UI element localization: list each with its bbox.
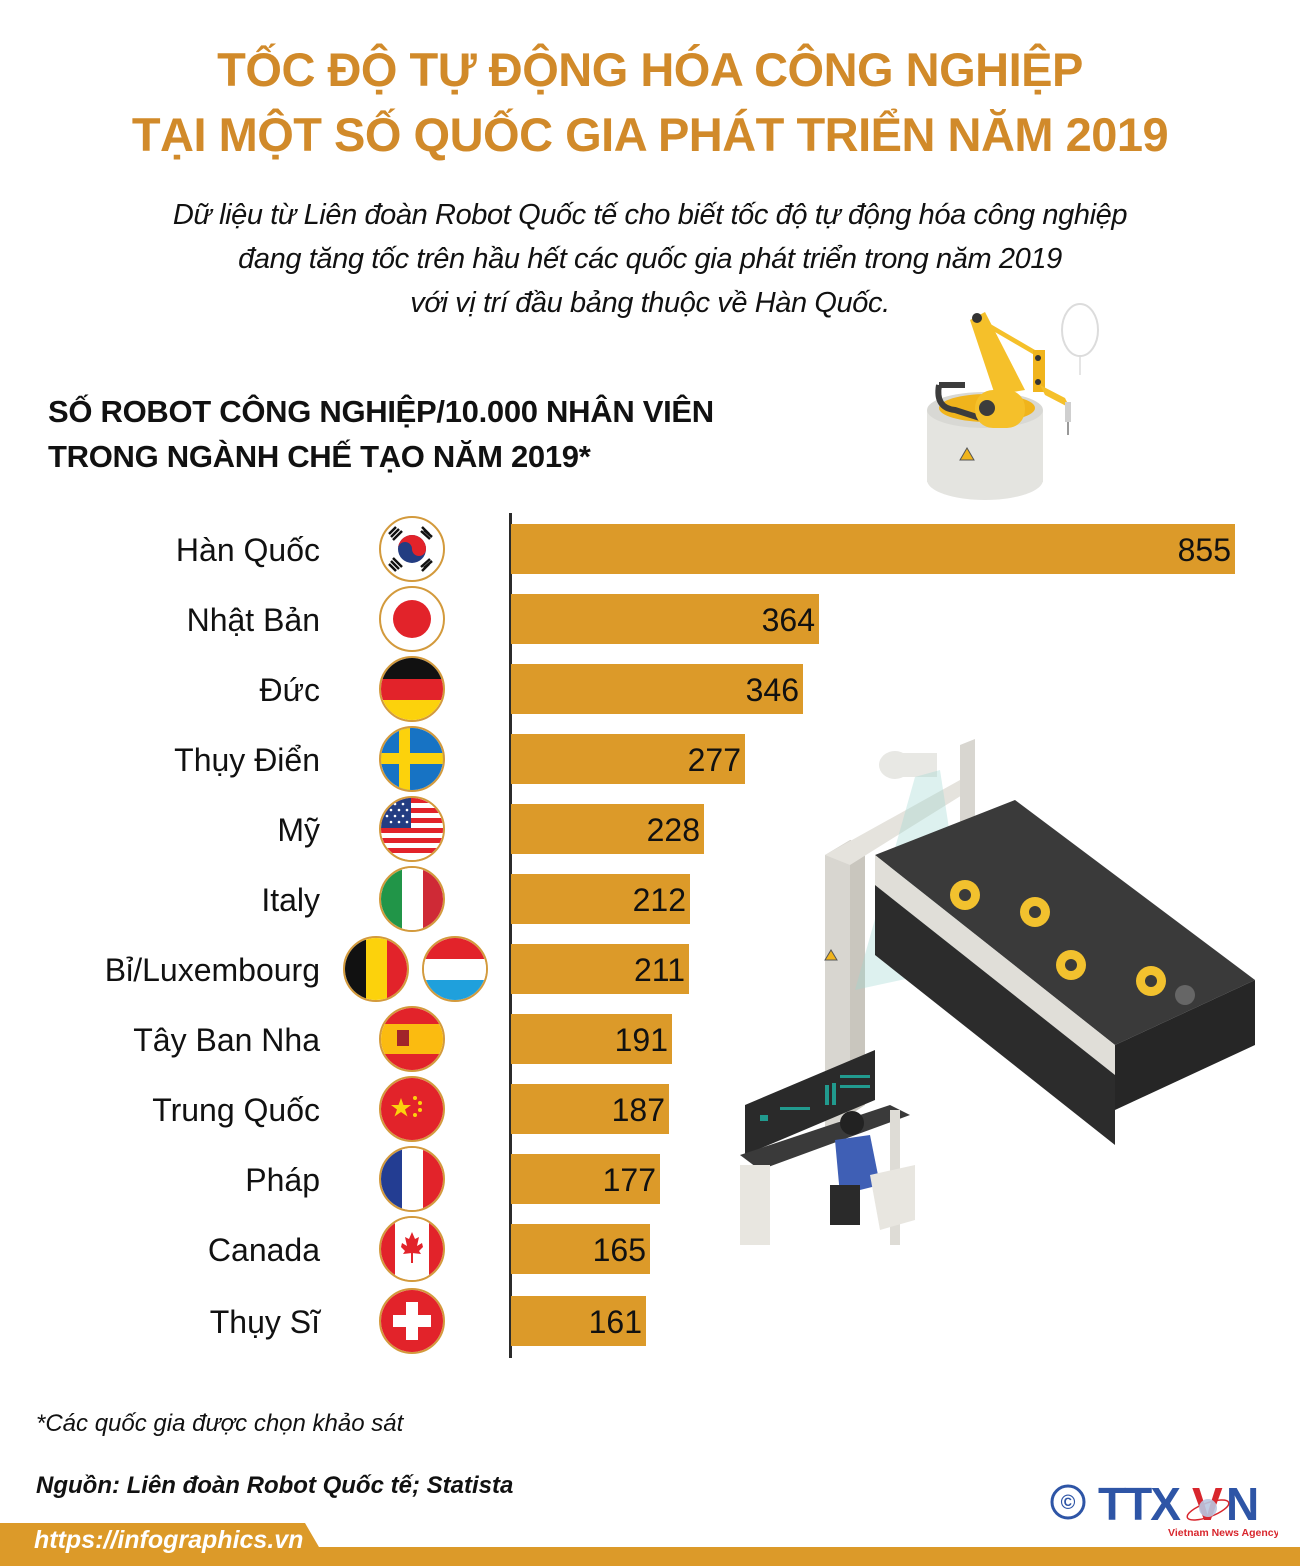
svg-text:N: N	[1226, 1480, 1259, 1530]
country-label: Nhật Bản	[186, 602, 320, 638]
bar-value: 161	[588, 1304, 642, 1340]
bar: 161	[511, 1296, 646, 1346]
chart-row-france: Pháp 177	[0, 1146, 1300, 1212]
operator-console-illustration	[740, 1050, 915, 1245]
subtitle-line-1: Dữ liệu từ Liên đoàn Robot Quốc tế cho b…	[172, 199, 1128, 231]
chart-row-japan: Nhật Bản 364	[0, 586, 1300, 652]
germany-flag-icon	[379, 656, 445, 722]
bar-value: 211	[633, 952, 685, 988]
chart-row-switzerland: Thụy Sĩ 161	[0, 1288, 1300, 1354]
country-label: Pháp	[245, 1162, 320, 1198]
country-label: Thụy Điển	[174, 742, 320, 778]
country-label: Italy	[261, 882, 320, 918]
chart-title-line-2: TRONG NGÀNH CHẾ TẠO NĂM 2019*	[48, 439, 591, 474]
usa-flag-icon	[379, 796, 445, 862]
bar: 211	[511, 944, 689, 994]
bar-value: 228	[646, 812, 700, 848]
subtitle-line-3: với vị trí đầu bảng thuộc về Hàn Quốc.	[410, 287, 890, 319]
bar-value: 177	[602, 1162, 656, 1198]
bar-value: 346	[745, 672, 799, 708]
country-label: Hàn Quốc	[175, 532, 320, 568]
bar-value: 277	[687, 742, 741, 778]
switzerland-flag-icon	[379, 1288, 445, 1354]
country-label: Mỹ	[277, 812, 320, 848]
bar: 364	[511, 594, 819, 644]
country-label: Tây Ban Nha	[133, 1022, 320, 1058]
bar: 191	[511, 1014, 672, 1064]
url-tab	[0, 1523, 330, 1566]
sweden-flag-icon	[379, 726, 445, 792]
country-label: Đức	[259, 672, 320, 708]
chart-row-italy: Italy 212	[0, 866, 1300, 932]
bar: 346	[511, 664, 803, 714]
chart-axis-line	[509, 513, 512, 1358]
japan-flag-icon	[379, 586, 445, 652]
canada-flag-icon	[379, 1216, 445, 1282]
country-label: Canada	[207, 1232, 320, 1268]
chart-row-spain: Tây Ban Nha 191	[0, 1006, 1300, 1072]
svg-text:Vietnam News Agency: Vietnam News Agency	[1168, 1527, 1278, 1539]
bar: 177	[511, 1154, 660, 1204]
website-link[interactable]: https://infographics.vn	[34, 1526, 304, 1554]
copyright-icon: ©	[1061, 1492, 1076, 1514]
conveyor-belt-illustration	[824, 739, 1255, 1145]
bar: 212	[511, 874, 690, 924]
france-flag-icon	[379, 1146, 445, 1212]
footnote: *Các quốc gia được chọn khảo sát	[36, 1410, 404, 1437]
bar: 187	[511, 1084, 669, 1134]
chart-row-korea: Hàn Quốc 855	[0, 516, 1300, 582]
italy-flag-icon	[379, 866, 445, 932]
south-korea-flag-icon	[379, 516, 445, 582]
chart-row-germany: Đức 346	[0, 656, 1300, 722]
chart-row-belgium-luxembourg: Bỉ/Luxembourg 211	[0, 936, 1300, 1002]
country-label: Bỉ/Luxembourg	[104, 952, 320, 988]
bar-value: 212	[632, 882, 686, 918]
china-flag-icon	[379, 1076, 445, 1142]
country-label: Thụy Sĩ	[209, 1304, 320, 1340]
subtitle-line-2: đang tăng tốc trên hầu hết các quốc gia …	[238, 243, 1062, 275]
robot-arm-illustration	[927, 303, 1099, 500]
source-text: Nguồn: Liên đoàn Robot Quốc tế; Statista	[36, 1472, 514, 1499]
bar: 165	[511, 1224, 650, 1274]
svg-text:TTX: TTX	[1098, 1480, 1181, 1530]
page-title-line-2: TẠI MỘT SỐ QUỐC GIA PHÁT TRIỂN NĂM 2019	[131, 108, 1169, 161]
bar-value: 187	[611, 1092, 665, 1128]
bar-value: 165	[592, 1232, 646, 1268]
bar-value: 191	[614, 1022, 668, 1058]
spain-flag-icon	[379, 1006, 445, 1072]
chart-row-china: Trung Quốc 187	[0, 1076, 1300, 1142]
belgium-flag-icon	[343, 936, 409, 1002]
luxembourg-flag-icon	[422, 936, 488, 1002]
bar-value: 364	[761, 602, 815, 638]
page-title-line-1: TỐC ĐỘ TỰ ĐỘNG HÓA CÔNG NGHIỆP	[217, 43, 1083, 96]
chart-row-sweden: Thụy Điển 277	[0, 726, 1300, 792]
ttxvn-logo: © TTX V N Vietnam News Agency	[1048, 1478, 1280, 1540]
bar: 277	[511, 734, 745, 784]
chart-title-line-1: SỐ ROBOT CÔNG NGHIỆP/10.000 NHÂN VIÊN	[48, 394, 714, 429]
bar-value: 855	[1177, 532, 1231, 568]
chart-row-canada: Canada 165	[0, 1216, 1300, 1282]
chart-row-usa: Mỹ 228	[0, 796, 1300, 862]
country-label: Trung Quốc	[152, 1092, 320, 1128]
bar: 855	[511, 524, 1235, 574]
bar: 228	[511, 804, 704, 854]
